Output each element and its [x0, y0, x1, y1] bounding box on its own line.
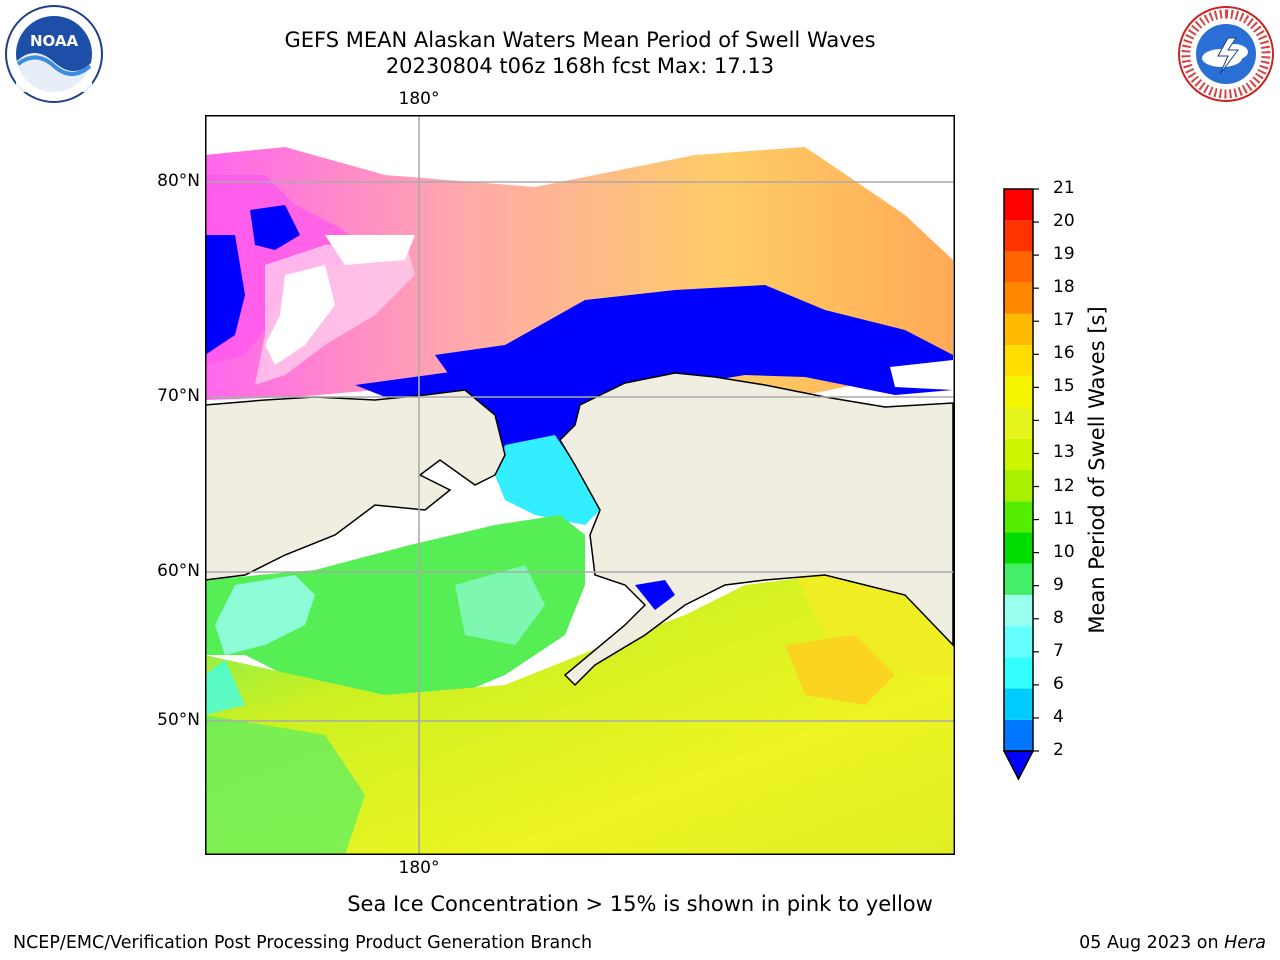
colorbar-tick-label: 20 — [1053, 211, 1075, 232]
colorbar-bin — [1004, 376, 1033, 408]
colorbar-tick-label: 15 — [1053, 376, 1075, 397]
graticule — [205, 115, 955, 855]
lat-label-60: 60°N — [157, 561, 200, 581]
host-name: Hera — [1224, 933, 1266, 953]
lat-label-70: 70°N — [157, 386, 200, 406]
colorbar-tick-label: 12 — [1053, 475, 1075, 496]
colorbar-bin — [1004, 719, 1033, 751]
noaa-logo-icon: NOAA — [4, 4, 104, 108]
colorbar-tick-label: 9 — [1053, 574, 1064, 595]
issue-date: 05 Aug 2023 on Hera — [1079, 933, 1266, 953]
colorbar-bin — [1004, 688, 1033, 720]
colorbar-tick-label: 13 — [1053, 442, 1075, 463]
strait-region — [495, 435, 600, 525]
colorbar-bin — [1004, 251, 1033, 283]
colorbar — [1000, 185, 1040, 785]
lon-label-top: 180° — [398, 89, 440, 109]
colorbar-bin — [1004, 438, 1033, 470]
colorbar-bin — [1004, 282, 1033, 314]
colorbar-tick-label: 4 — [1053, 706, 1064, 727]
colorbar-tick-label: 17 — [1053, 310, 1075, 331]
colorbar-bin — [1004, 657, 1033, 689]
colorbar-bin — [1004, 407, 1033, 439]
colorbar-label: Mean Period of Swell Waves [s] — [1085, 306, 1109, 634]
nws-logo-icon — [1176, 4, 1276, 108]
colorbar-tick-label: 7 — [1053, 640, 1064, 661]
colorbar-tick-label: 2 — [1053, 740, 1064, 760]
colorbar-tick-label: 11 — [1053, 508, 1075, 529]
colorbar-bin — [1004, 313, 1033, 346]
colorbar-tick-label: 6 — [1053, 673, 1064, 694]
colorbar-extend-arrow — [1002, 750, 1035, 781]
colorbar-bin — [1004, 563, 1033, 595]
colorbar-bin — [1004, 626, 1033, 658]
colorbar-bin — [1004, 345, 1033, 377]
colorbar-tick-label: 10 — [1053, 541, 1075, 562]
colorbar-bin — [1004, 470, 1033, 502]
colorbar-bin — [1004, 189, 1033, 221]
colorbar-bin — [1004, 532, 1033, 564]
chart-subtitle: 20230804 t06z 168h fcst Max: 17.13 — [385, 54, 775, 78]
lat-label-80: 80°N — [157, 171, 200, 191]
colorbar-tick-label: 18 — [1053, 277, 1075, 298]
colorbar-tick-label: 16 — [1053, 343, 1075, 364]
colorbar-tick-label: 21 — [1053, 178, 1075, 198]
map-panel — [205, 115, 955, 855]
noaa-logo-text: NOAA — [30, 32, 79, 50]
colorbar-frame — [1003, 188, 1034, 752]
colorbar-tick-label: 8 — [1053, 607, 1064, 628]
colorbar-tick-label: 14 — [1053, 409, 1075, 430]
lat-label-50: 50°N — [157, 710, 200, 730]
chart-title: GEFS MEAN Alaskan Waters Mean Period of … — [284, 28, 876, 52]
sea-ice-note: Sea Ice Concentration > 15% is shown in … — [347, 892, 933, 916]
colorbar-bin — [1004, 501, 1033, 533]
colorbar-bin — [1004, 220, 1033, 252]
colorbar-bin — [1004, 594, 1033, 627]
land — [205, 372, 954, 687]
lon-label-bottom: 180° — [398, 858, 440, 878]
colorbar-tick-label: 19 — [1053, 244, 1075, 265]
issue-date-text: 05 Aug 2023 on — [1079, 933, 1225, 953]
producer-credit: NCEP/EMC/Verification Post Processing Pr… — [13, 933, 593, 953]
